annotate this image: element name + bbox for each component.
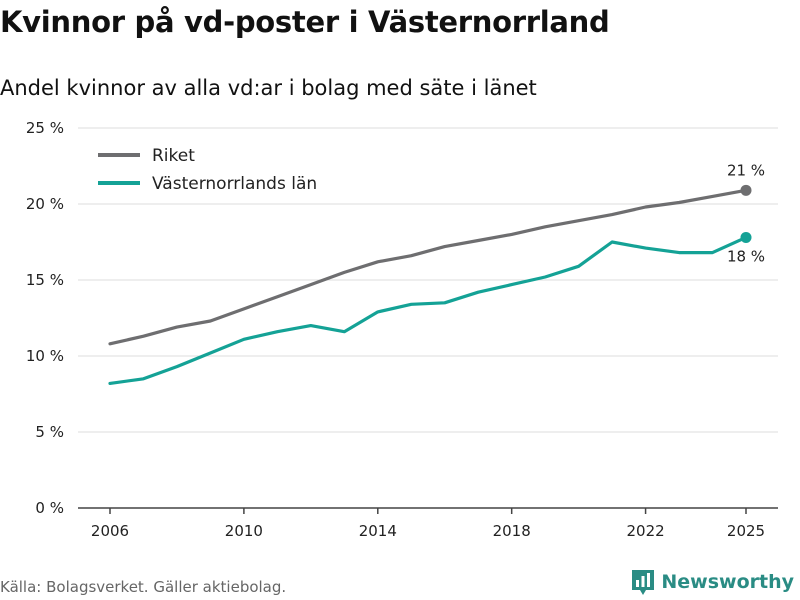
series-line-lan [108, 235, 748, 385]
series-end-point [740, 231, 752, 243]
brand-name: Newsworthy [661, 571, 794, 593]
x-tick-label: 2022 [626, 522, 664, 540]
x-tick-label: 2025 [727, 522, 765, 540]
y-tick-label: 15 % [26, 271, 64, 289]
data-label: 18 % [727, 247, 765, 265]
y-tick-label: 10 % [26, 347, 64, 365]
brand-logo[interactable]: Newsworthy [631, 568, 794, 596]
legend-label: Riket [152, 146, 195, 166]
legend-label: Västernorrlands län [152, 174, 317, 194]
y-tick-label: 20 % [26, 195, 64, 213]
x-tick-label: 2010 [225, 522, 263, 540]
newsworthy-logo-icon [632, 570, 655, 595]
chart-title: Kvinnor på vd-poster i Västernorrland [0, 5, 610, 39]
x-tick-label: 2006 [91, 522, 129, 540]
data-label: 21 % [727, 161, 765, 179]
series-lines: 21 % 18 % [108, 161, 765, 385]
y-tick-label: 5 % [35, 423, 64, 441]
x-tick-label: 2014 [359, 522, 397, 540]
y-tick-label: 0 % [35, 499, 64, 517]
series-end-point [740, 184, 752, 196]
legend: Riket Västernorrlands län [98, 146, 317, 194]
x-tick-label: 2018 [493, 522, 531, 540]
chart-subtitle: Andel kvinnor av alla vd:ar i bolag med … [0, 76, 537, 100]
axes: 0 % 5 % 10 % 15 % 20 % 25 % 2006 2010 2014 2018 20… [26, 119, 778, 540]
source-note: Källa: Bolagsverket. Gäller aktiebolag. [0, 578, 287, 596]
series-line-riket [108, 188, 748, 346]
y-tick-label: 25 % [26, 119, 64, 137]
